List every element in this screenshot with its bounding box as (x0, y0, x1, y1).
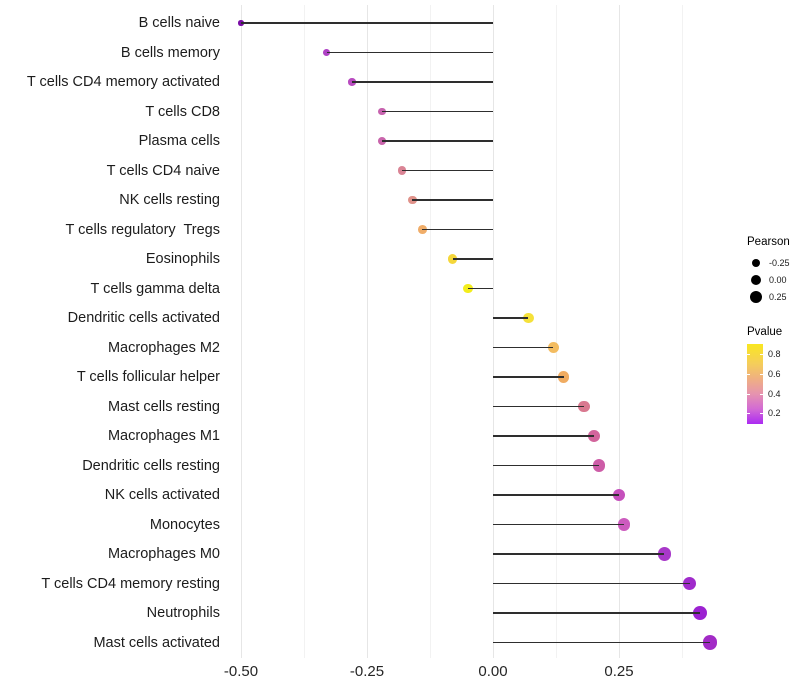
lollipop-line (493, 523, 625, 526)
lollipop-dot (592, 459, 605, 472)
colorbar-tick-mark (760, 413, 763, 414)
x-axis-tick-label: 0.25 (604, 663, 634, 680)
colorbar-tick-mark (760, 374, 763, 375)
colorbar-tick-label: 0.4 (768, 388, 781, 399)
y-axis-label: T cells CD8 (145, 103, 220, 120)
y-axis-label: Monocytes (149, 516, 220, 533)
lollipop-line (422, 228, 493, 231)
legend-size-label: -0.25 (769, 258, 790, 268)
lollipop-line (493, 317, 529, 319)
y-axis-label: B cells memory (120, 44, 220, 61)
y-axis-label: Neutrophils (146, 605, 220, 621)
y-axis-label: Macrophages M1 (107, 428, 220, 444)
y-axis-label: Dendritic cells activated (67, 310, 220, 326)
legend-size-dot (751, 275, 761, 285)
lollipop-line (382, 140, 493, 142)
lollipop-line (467, 287, 493, 290)
lollipop-dot (463, 283, 473, 294)
lollipop-line (382, 110, 493, 113)
minor-gridline (682, 5, 683, 658)
legend-pearson-title: Pearson (747, 236, 790, 248)
y-axis-label: T cells follicular helper (76, 369, 220, 385)
lollipop-line (452, 258, 493, 260)
legend-size-dot (750, 291, 762, 303)
lollipop-dot (557, 371, 570, 383)
colorbar-tick-mark (747, 374, 750, 375)
lollipop-line (493, 435, 594, 437)
colorbar-tick-label: 0.8 (768, 349, 781, 359)
colorbar-tick-label: 0.6 (768, 369, 781, 379)
lollipop-line (493, 612, 700, 614)
lollipop-dot (522, 312, 534, 324)
lollipop-dot (238, 20, 244, 26)
major-gridline (241, 5, 242, 658)
colorbar-tick-mark (747, 393, 750, 395)
lollipop-dot (682, 576, 697, 591)
legend-size-label: 0.00 (769, 275, 787, 285)
minor-gridline (430, 5, 431, 658)
lollipop-line (493, 376, 564, 378)
lollipop-line (412, 199, 493, 201)
lollipop-line (493, 346, 554, 349)
legend-pvalue-title: Pvalue (747, 326, 783, 338)
y-axis-label: Macrophages M0 (107, 546, 220, 562)
legend-size-dot (752, 259, 760, 267)
lollipop-line (241, 22, 493, 24)
major-gridline (367, 5, 368, 658)
y-axis-label: Mast cells resting (107, 398, 220, 415)
y-axis-label: T cells CD4 memory activated (26, 74, 220, 90)
major-gridline (493, 5, 494, 658)
minor-gridline (556, 5, 557, 658)
lollipop-dot (348, 78, 356, 86)
lollipop-dot (692, 606, 707, 620)
y-axis-label: Dendritic cells resting (82, 457, 220, 474)
lollipop-line (493, 582, 690, 585)
lollipop-line (493, 553, 665, 555)
y-axis-label: NK cells activated (104, 487, 220, 503)
x-axis-tick-label: -0.25 (349, 663, 385, 680)
x-axis-tick-label: -0.50 (223, 663, 259, 680)
y-axis-label: T cells gamma delta (90, 280, 220, 297)
pvalue-colorbar (747, 344, 763, 424)
y-axis-label: Plasma cells (138, 133, 220, 149)
colorbar-tick-mark (747, 354, 750, 355)
legend-size-label: 0.25 (769, 292, 787, 302)
lollipop-line (493, 464, 599, 467)
y-axis-label: T cells regulatory Tregs (65, 221, 220, 238)
colorbar-tick-mark (747, 413, 750, 414)
y-axis-label: T cells CD4 memory resting (41, 575, 220, 592)
lollipop-dot (323, 49, 331, 56)
lollipop-line (402, 169, 493, 172)
colorbar-tick-mark (760, 354, 763, 355)
y-axis-label: Macrophages M2 (107, 339, 220, 356)
lollipop-line (351, 81, 493, 83)
lollipop-line (493, 494, 619, 496)
major-gridline (619, 5, 620, 658)
lollipop-dot (418, 225, 427, 234)
y-axis-label: B cells naive (138, 15, 220, 31)
y-axis-label: Mast cells activated (93, 634, 220, 651)
lollipop-line (326, 51, 493, 54)
x-axis-tick-label: 0.00 (478, 663, 508, 680)
colorbar-tick-mark (760, 393, 763, 395)
lollipop-line (493, 641, 710, 644)
minor-gridline (304, 5, 305, 658)
lollipop-dot (408, 195, 417, 205)
y-axis-label: Eosinophils (145, 251, 220, 267)
colorbar-tick-label: 0.2 (768, 408, 781, 418)
y-axis-label: NK cells resting (119, 192, 220, 208)
lollipop-line (493, 405, 584, 408)
y-axis-label: T cells CD4 naive (106, 162, 220, 179)
